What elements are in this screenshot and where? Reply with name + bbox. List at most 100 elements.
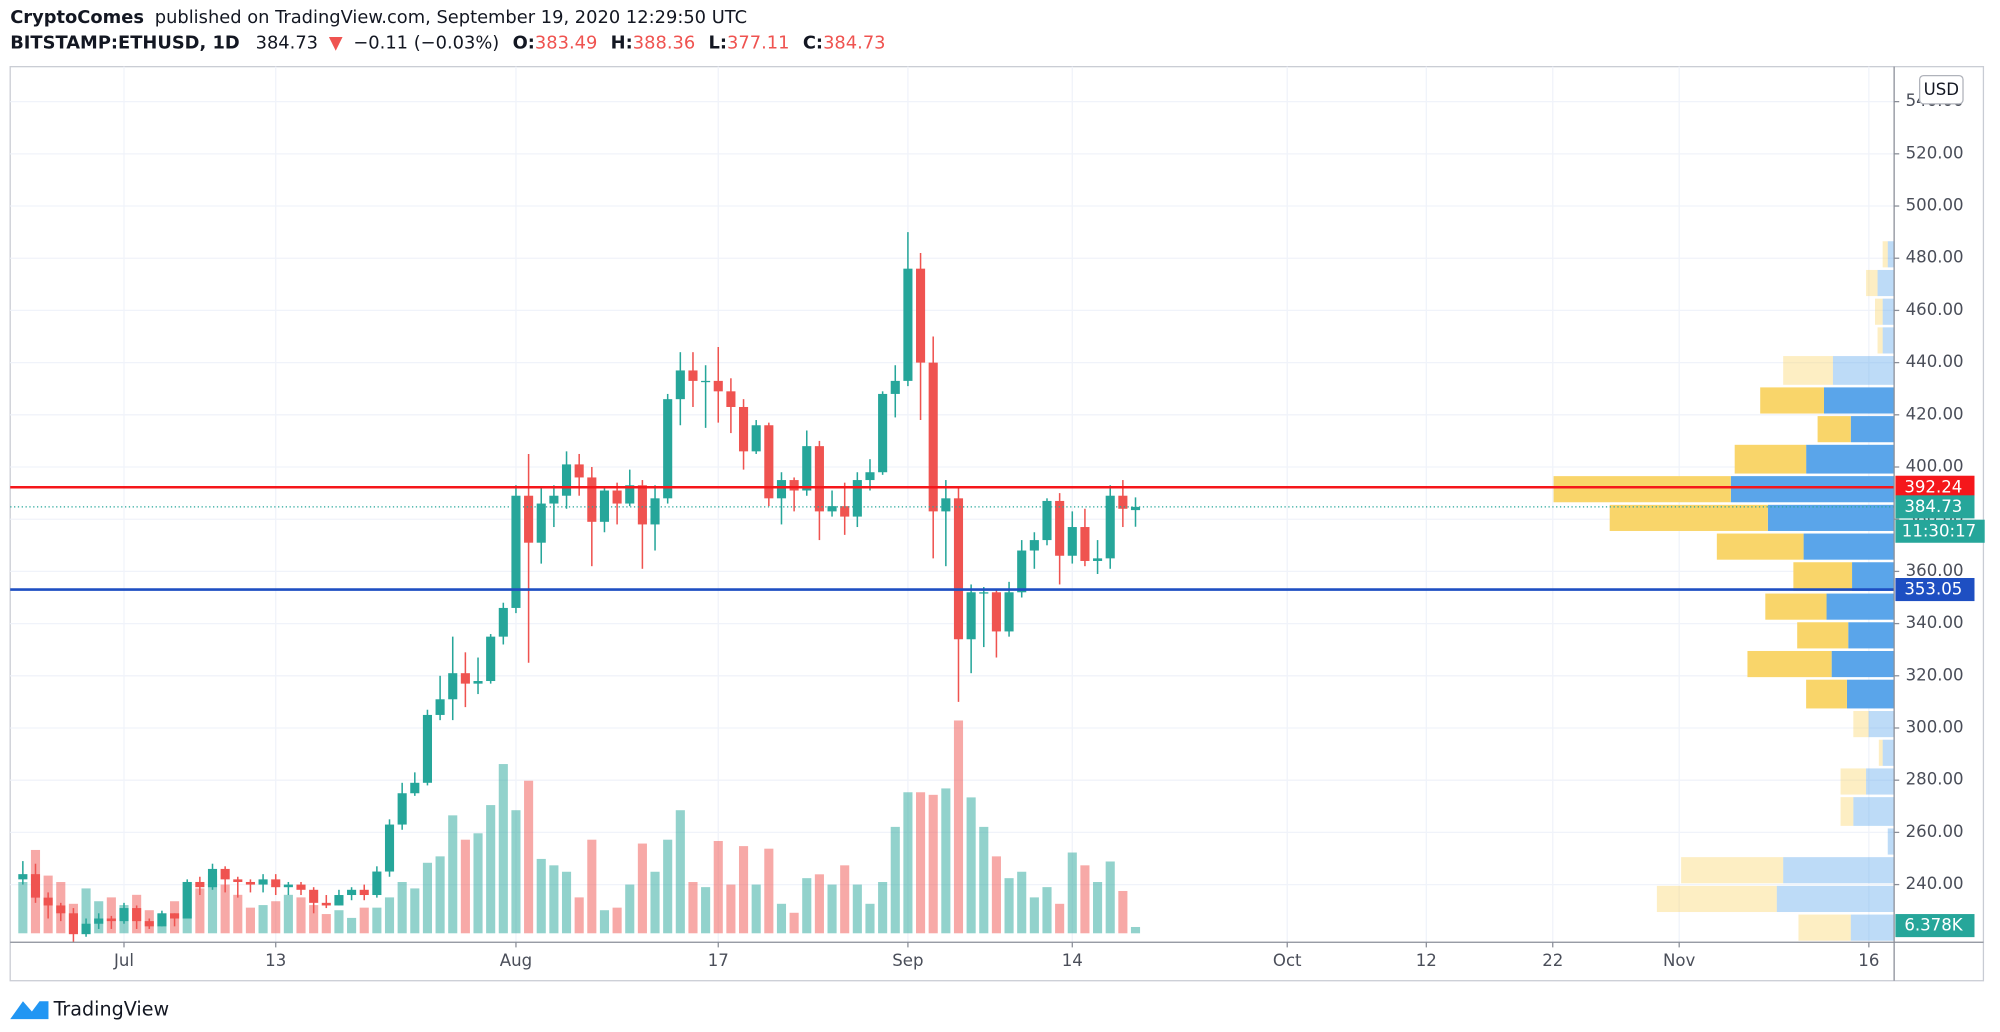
profile-down — [1716, 533, 1804, 560]
volume-bar — [814, 874, 824, 934]
volume-bar — [1105, 861, 1115, 934]
profile-down — [1734, 444, 1807, 474]
x-tick-label: Jul — [113, 951, 134, 970]
candle-body — [18, 874, 28, 880]
volume-bar — [1042, 887, 1052, 934]
header-line-2: BITSTAMP:ETHUSD, 1D 384.73 ▼ −0.11 (−0.0… — [10, 33, 885, 54]
candle-body — [220, 868, 230, 880]
volume-bar — [726, 884, 736, 934]
volume-bar — [524, 780, 534, 934]
y-tick-label: 320.00 — [1906, 665, 1964, 684]
volume-bar — [1067, 852, 1077, 934]
volume-bar — [903, 792, 913, 934]
profile-up — [1882, 739, 1895, 766]
candle-body — [195, 881, 205, 888]
currency-button-label[interactable]: USD — [1924, 80, 1959, 99]
profile-up — [1826, 593, 1895, 620]
candle-body — [30, 874, 41, 898]
level-label: 392.24 — [1904, 477, 1962, 496]
level-layer — [10, 485, 1895, 591]
high-label: H: — [611, 33, 633, 54]
candle-body — [574, 464, 584, 478]
profile-down — [1765, 593, 1827, 620]
candle-body — [119, 908, 129, 922]
candle-body — [802, 446, 812, 491]
x-tick-label: Aug — [500, 951, 532, 970]
candle-body — [207, 868, 218, 888]
volume-bar — [852, 884, 862, 934]
candle-layer — [18, 232, 1141, 942]
symbol: BITSTAMP:ETHUSD, 1D — [10, 33, 240, 54]
candle-body — [435, 699, 445, 715]
candle-body — [903, 268, 913, 381]
countdown: 11:30:17 — [1902, 521, 1976, 540]
volume-bar — [802, 878, 812, 934]
volume-bar — [435, 856, 445, 934]
profile-up — [1832, 356, 1895, 385]
candle-body — [524, 495, 534, 543]
candle-body — [776, 480, 787, 499]
x-tick-label: 17 — [708, 951, 729, 970]
level-label: 353.05 — [1904, 580, 1962, 599]
volume-bar — [511, 810, 521, 934]
candle-body — [536, 503, 546, 543]
volume-bar — [410, 888, 420, 934]
candle-body — [334, 895, 344, 906]
volume-bar — [599, 910, 610, 934]
candle-body — [701, 380, 711, 383]
last-price-label-box — [1895, 495, 1975, 519]
axis-label-layer: 240.00 260.00 280.00 300.00 320.00 340.00 360.… — [113, 91, 1985, 970]
volume-bar — [713, 840, 723, 934]
candle-body — [979, 592, 989, 594]
candle-body — [321, 902, 331, 906]
change-arrow: ▼ — [329, 33, 343, 54]
profile-down — [1793, 562, 1853, 592]
volume-bar — [397, 882, 407, 934]
countdown-box — [1895, 519, 1985, 543]
low-value: 377.11 — [727, 33, 789, 54]
candle-body — [157, 913, 167, 927]
volume-bar — [207, 875, 218, 934]
open-label: O: — [513, 33, 535, 54]
candle-body — [789, 480, 799, 491]
profile-down — [1609, 504, 1768, 531]
logo-mark — [10, 1001, 49, 1020]
candle-body — [878, 393, 888, 473]
volume-bar — [878, 882, 888, 934]
profile-down — [1840, 797, 1854, 826]
volume-bar — [271, 901, 281, 934]
volume-bar — [776, 903, 787, 934]
y-tick-label: 240.00 — [1906, 874, 1964, 893]
candle-body — [245, 881, 255, 885]
candle-body — [271, 879, 281, 888]
x-tick-label: 16 — [1858, 951, 1879, 970]
currency-button-box[interactable] — [1919, 74, 1964, 105]
candle-body — [1080, 527, 1090, 561]
volume-bar — [941, 788, 951, 934]
candle-body — [258, 879, 268, 885]
candle-body — [309, 889, 319, 903]
candle-body — [422, 714, 433, 783]
currency-button[interactable]: USD — [1919, 74, 1964, 105]
candle-body — [1004, 592, 1014, 632]
volume-bar — [195, 888, 205, 934]
y-tick-label: 300.00 — [1906, 717, 1964, 736]
x-tick-label: 12 — [1416, 951, 1437, 970]
volume-layer — [18, 720, 1141, 934]
volume-bar — [422, 862, 433, 934]
candle-body — [637, 485, 647, 525]
candle-body — [650, 498, 660, 525]
profile-up — [1803, 533, 1895, 560]
profile-up — [1783, 857, 1895, 884]
candle-body — [663, 399, 673, 499]
volume-bar — [18, 882, 28, 934]
profile-down — [1553, 476, 1731, 503]
y-tick-label: 460.00 — [1906, 300, 1964, 319]
profile-up — [1868, 711, 1895, 738]
volume-bar — [536, 858, 546, 934]
candle-body — [1029, 540, 1039, 551]
candle-body — [372, 871, 382, 896]
candle-body — [486, 636, 496, 682]
y-tick-label: 440.00 — [1906, 352, 1964, 371]
